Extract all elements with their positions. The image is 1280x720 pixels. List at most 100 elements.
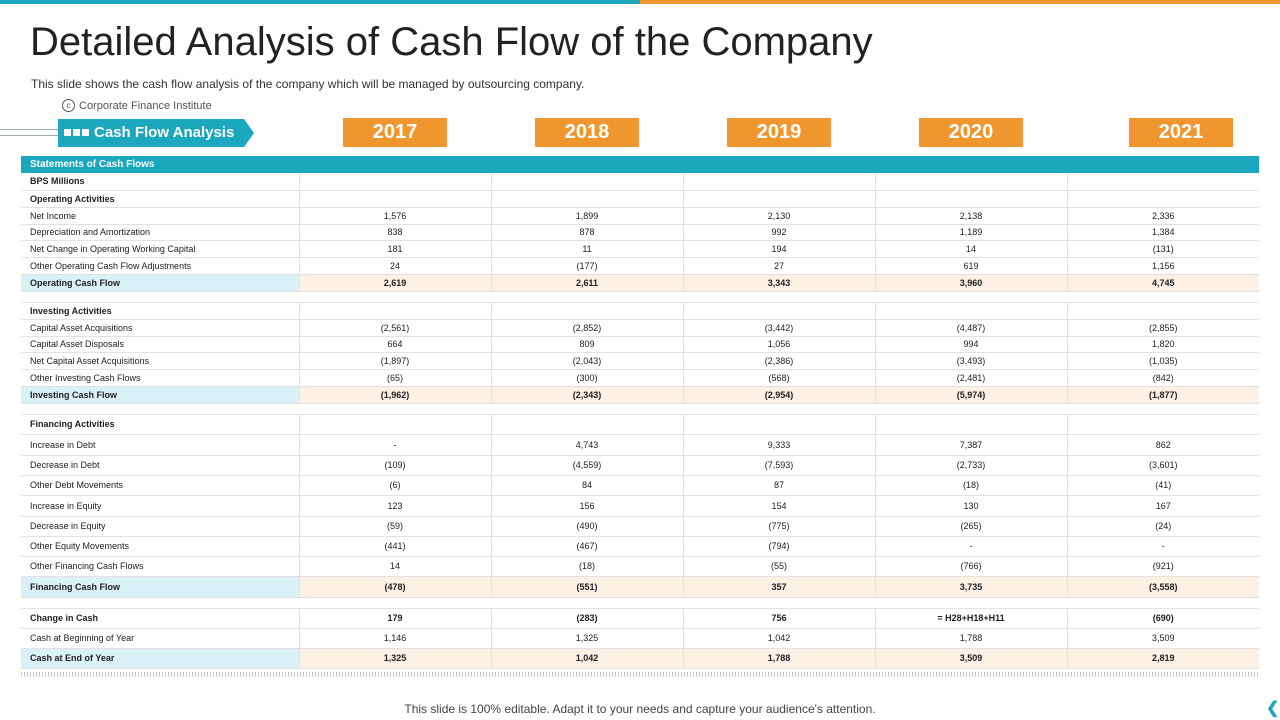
chevron-left-icon[interactable]: ❮ [1266,700,1280,717]
cell-2017: (109) [299,455,492,476]
cell-2017: (1,897) [299,352,492,370]
row-label: Net Change in Operating Working Capital [21,240,300,258]
row-label: Other Financing Cash Flows [21,556,300,577]
total-row: Operating Cash Flow 2,619 2,611 3,343 3,960 4… [21,274,1260,292]
spacer-row [21,403,1260,415]
tag-label: Cash Flow Analysis [94,124,235,141]
cell-2020: (2,481) [875,369,1068,387]
cell-2020: (265) [875,516,1068,537]
cell-2020: (3,493) [875,352,1068,370]
cell-2020: 14 [875,240,1068,258]
spacer-row [21,597,1260,609]
cell-2017 [299,414,492,435]
cell-2018: (551) [491,576,684,598]
cell-2019: 3,343 [683,274,876,292]
cell-2020 [875,414,1068,435]
cell-2019: (3,442) [683,319,876,337]
cell-2019: 357 [683,576,876,598]
cell-2020: = H28+H18+H11 [875,608,1068,629]
cell-2021 [1067,302,1260,320]
cell-2017 [299,173,492,191]
cell-2017: (478) [299,576,492,598]
cell-2020: (766) [875,556,1068,577]
row-label: Financing Cash Flow [21,576,300,598]
cell-2021 [1067,173,1260,191]
cell-2021: (3,558) [1067,576,1260,598]
total-row: Cash at End of Year 1,325 1,042 1,788 3,509 2… [21,648,1260,669]
cell-2017: 664 [299,336,492,353]
cell-2021: 862 [1067,434,1260,456]
cell-2019: (2,954) [683,386,876,404]
cell-2018: 2,611 [491,274,684,292]
cell-2018: (2,343) [491,386,684,404]
row-label: Cash at End of Year [21,648,300,669]
cell-2020: 1,788 [875,628,1068,649]
cell-2020 [875,302,1068,320]
cell-2021: (41) [1067,475,1260,496]
year-header-2021: 2021 [1129,118,1233,147]
cell-2018: 4,743 [491,434,684,456]
spacer-cell [21,597,1260,609]
cell-2018: 1,899 [491,207,684,225]
table-row: Net Change in Operating Working Capital 1… [21,240,1260,258]
cell-2019 [683,302,876,320]
table-row: Change in Cash 179 (283) 756 = H28+H18+H11 (6… [21,608,1260,629]
cell-2020: (4,487) [875,319,1068,337]
cell-2019: (568) [683,369,876,387]
cell-2019: 756 [683,608,876,629]
row-label: Other Operating Cash Flow Adjustments [21,257,300,275]
cell-2019: (7,593) [683,455,876,476]
row-label: Decrease in Debt [21,455,300,476]
row-label: Capital Asset Disposals [21,336,300,353]
cell-2019 [683,414,876,435]
cell-2018 [491,190,684,208]
row-label: Net Capital Asset Acquisitions [21,352,300,370]
cell-2021: 3,509 [1067,628,1260,649]
total-row: Financing Cash Flow (478) (551) 357 3,735 (3,… [21,576,1260,598]
table-header-row: Statements of Cash Flows [21,156,1260,173]
copyright-icon: c [62,99,75,112]
cell-2019: (794) [683,536,876,557]
table-row: Other Operating Cash Flow Adjustments 24(… [21,257,1260,275]
cell-2017: (1,962) [299,386,492,404]
table-row: Increase in Equity 123 156 154 130 167 [21,495,1260,517]
cell-2019 [683,190,876,208]
cell-2019: 1,042 [683,628,876,649]
row-label: Net Income [21,207,300,225]
tag-arrow-shape [58,119,254,147]
cell-2021: (1,035) [1067,352,1260,370]
cell-2019 [683,173,876,191]
cell-2018: 1,325 [491,628,684,649]
table-row: Increase in Debt -4,743 9,333 7,387 862 [21,434,1260,456]
cell-2018: (490) [491,516,684,537]
row-label: Other Equity Movements [21,536,300,557]
cell-2017: (59) [299,516,492,537]
tag-squares-icon [64,129,89,136]
page-subtitle: This slide shows the cash flow analysis … [31,77,585,91]
cell-2020: 3,960 [875,274,1068,292]
source-credit: c Corporate Finance Institute [62,99,212,112]
cell-2017 [299,302,492,320]
cell-2019: 992 [683,224,876,241]
cell-2020: 2,138 [875,207,1068,225]
cell-2020: - [875,536,1068,557]
cell-2018: 11 [491,240,684,258]
cell-2021: 1,820 [1067,336,1260,353]
cell-2018: 878 [491,224,684,241]
cell-2021: 1,384 [1067,224,1260,241]
cell-2017: 24 [299,257,492,275]
table-row: Capital Asset Acquisitions (2,561) (2,852)… [21,319,1260,337]
row-label: Other Investing Cash Flows [21,369,300,387]
cell-2019: 87 [683,475,876,496]
cell-2021: (2,855) [1067,319,1260,337]
cell-2019: 9,333 [683,434,876,456]
table-row: Decrease in Debt (109) (4,559) (7,593) (2,73… [21,455,1260,476]
cell-2021: (24) [1067,516,1260,537]
cell-2020 [875,173,1068,191]
cell-2020 [875,190,1068,208]
cell-2021: (131) [1067,240,1260,258]
cell-2018: (18) [491,556,684,577]
cell-2020: 130 [875,495,1068,517]
cell-2020: (5,974) [875,386,1068,404]
cell-2020: (18) [875,475,1068,496]
